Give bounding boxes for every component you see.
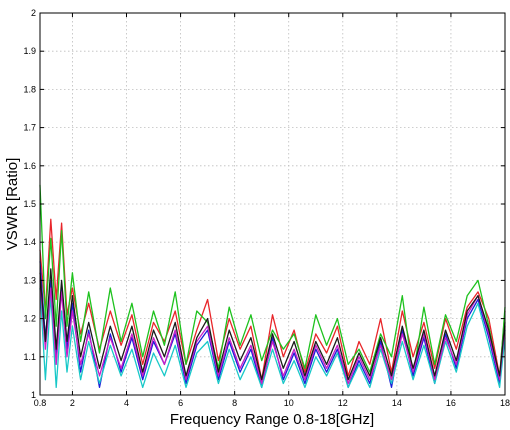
x-tick-label: 2 <box>70 398 75 408</box>
axis-ticks: 0.8 2 4 6 8 10 12 14 16 18 1 1.1 1.2 1.3 1.4 1.5 1.6 1.7 1… <box>23 8 510 408</box>
y-tick-label: 1.3 <box>23 275 36 285</box>
series-lines <box>39 184 506 389</box>
x-tick-label: 12 <box>338 398 348 408</box>
series-line-4 <box>39 287 506 389</box>
y-tick-label: 1.2 <box>23 314 36 324</box>
y-axis-title: VSWR [Ratio] <box>4 158 21 251</box>
x-tick-label: 0.8 <box>34 398 47 408</box>
y-tick-label: 1 <box>31 390 36 400</box>
y-tick-label: 1.5 <box>23 199 36 209</box>
y-tick-label: 1.7 <box>23 123 36 133</box>
y-tick-label: 1.4 <box>23 237 36 247</box>
x-axis-title: Frequency Range 0.8-18[GHz] <box>170 411 374 428</box>
y-tick-label: 1.9 <box>23 46 36 56</box>
series-line-2 <box>39 184 506 381</box>
x-tick-label: 14 <box>392 398 402 408</box>
x-tick-label: 16 <box>446 398 456 408</box>
x-tick-label: 6 <box>178 398 183 408</box>
series-line-1 <box>39 218 506 381</box>
series-line-5 <box>39 280 506 385</box>
y-tick-label: 2 <box>31 8 36 18</box>
x-tick-label: 8 <box>232 398 237 408</box>
x-tick-label: 10 <box>284 398 294 408</box>
x-tick-label: 18 <box>500 398 510 408</box>
x-tick-label: 4 <box>124 398 129 408</box>
y-tick-label: 1.1 <box>23 352 36 362</box>
y-tick-label: 1.6 <box>23 161 36 171</box>
y-tick-label: 1.8 <box>23 84 36 94</box>
series-line-6 <box>39 268 506 381</box>
